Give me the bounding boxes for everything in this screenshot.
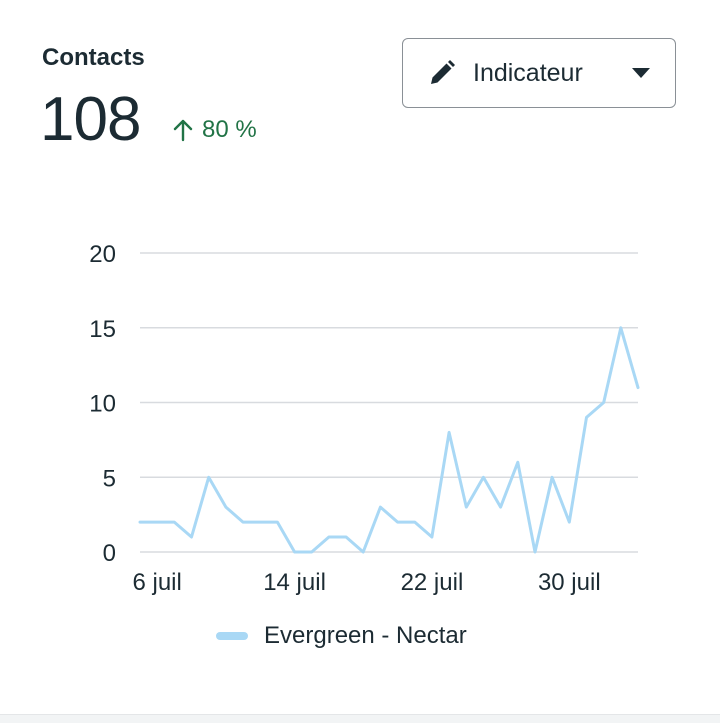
chart-legend[interactable]: Evergreen - Nectar: [216, 622, 467, 650]
pencil-icon: [431, 60, 455, 84]
x-tick-label: 6 juil: [132, 569, 181, 596]
y-tick-label: 0: [103, 540, 116, 567]
y-tick-label: 20: [89, 241, 116, 268]
caret-down-icon: [632, 68, 650, 78]
y-axis-ticks: 0 5 10 15 20: [89, 241, 116, 567]
metric-value: 108: [40, 85, 141, 154]
x-tick-label: 14 juil: [263, 569, 326, 596]
dropdown-label: Indicateur: [473, 58, 583, 87]
arrow-up-icon: [173, 119, 193, 142]
y-tick-label: 10: [89, 391, 116, 418]
metric-change: 80 %: [172, 116, 257, 144]
series-line-evergreen-nectar: [138, 326, 640, 554]
legend-label: Evergreen - Nectar: [264, 622, 467, 649]
y-tick-label: 5: [103, 465, 116, 492]
metric-change-value: 80 %: [202, 116, 257, 143]
y-tick-label: 15: [89, 316, 116, 343]
line-chart: 0 5 10 15 20 6 juil 14 juil 22 juil 30 juil: [89, 241, 640, 596]
x-axis-ticks: 6 juil 14 juil 22 juil 30 juil: [132, 569, 600, 596]
metric-dropdown-button[interactable]: Indicateur: [402, 38, 676, 108]
legend-swatch: [216, 632, 248, 640]
chart-grid: [140, 252, 638, 553]
x-tick-label: 22 juil: [401, 569, 464, 596]
metric-title: Contacts: [42, 44, 145, 71]
bottom-divider: [0, 714, 720, 723]
x-tick-label: 30 juil: [538, 569, 601, 596]
